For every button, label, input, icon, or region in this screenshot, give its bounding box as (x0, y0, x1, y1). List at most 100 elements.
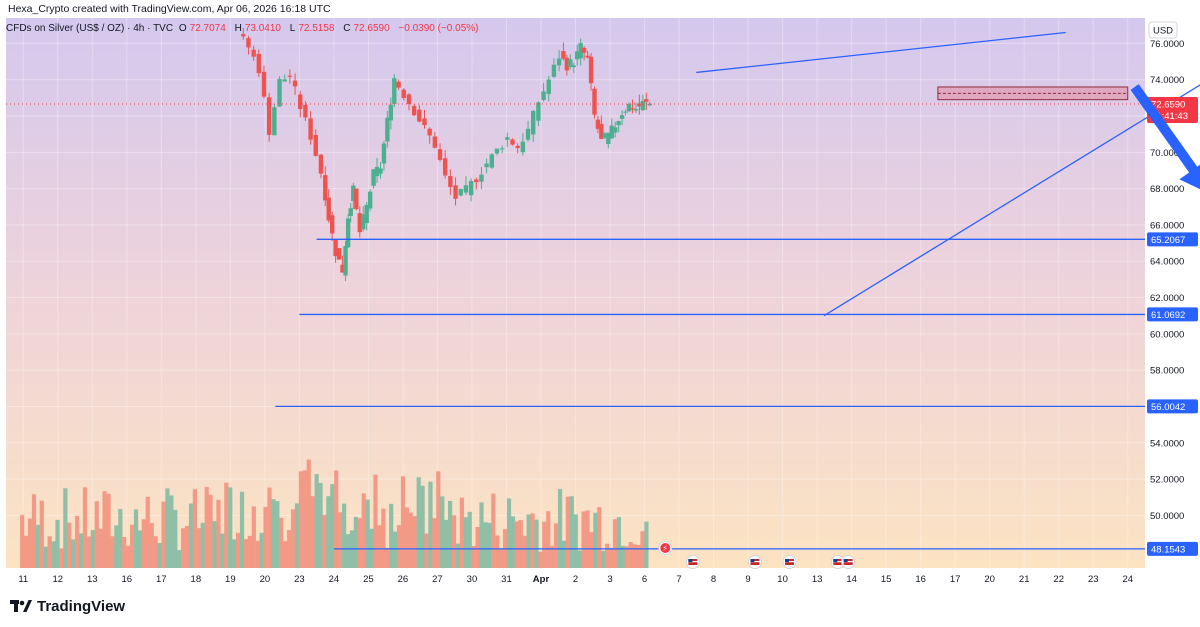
level-price-tag-label: 61.0692 (1151, 310, 1185, 321)
candle-down (437, 149, 443, 160)
volume-bar-down (550, 545, 555, 568)
y-tick-label: 76.0000 (1150, 39, 1184, 50)
volume-bar-up (169, 495, 174, 568)
volume-bar-up (353, 516, 358, 568)
candle-down (453, 185, 458, 199)
volume-bar-up (455, 543, 461, 568)
price-chart[interactable]: 76.000074.000072.000070.000068.000066.00… (0, 18, 1200, 588)
candle-down (326, 197, 331, 221)
volume-bar-down (546, 511, 551, 568)
candle-up (463, 185, 469, 193)
wedge-upper-trendline[interactable] (696, 31, 1066, 74)
volume-bar-down (283, 541, 288, 568)
volume-bar-down (373, 474, 378, 568)
y-tick-label: 62.0000 (1150, 293, 1184, 304)
candle-down (292, 80, 298, 87)
candle-up (351, 185, 356, 202)
volume-bar-down (141, 519, 146, 568)
candle-up (388, 104, 394, 121)
volume-bar-up (510, 516, 516, 568)
volume-bar-down (400, 476, 406, 568)
tradingview-logo[interactable]: TradingView (10, 598, 125, 615)
candle-down (427, 128, 432, 136)
volume-bar-down (279, 517, 284, 568)
y-tick-label: 60.0000 (1150, 329, 1184, 340)
volume-bar-down (106, 493, 111, 568)
volume-bar-down (514, 521, 519, 568)
volume-bar-down (471, 545, 476, 568)
last-price-label: 72.6590 (1151, 100, 1185, 111)
volume-bar-down (149, 522, 154, 568)
volume-bar-down (216, 499, 221, 568)
x-tick-label: 17 (156, 574, 167, 585)
volume-bar-down (247, 535, 252, 568)
x-tick-label: 31 (501, 574, 512, 585)
volume-bar-up (526, 514, 531, 568)
candle-down (354, 188, 359, 210)
currency-button[interactable] (1148, 21, 1178, 39)
volume-bar-up (341, 503, 347, 568)
volume-bar-down (538, 551, 543, 568)
volume-bar-down (145, 496, 150, 568)
candle-down (588, 56, 594, 84)
volume-bar-up (561, 540, 567, 568)
volume-bar-down (86, 536, 92, 568)
x-tick-label: 7 (676, 574, 681, 585)
time-axis[interactable] (6, 568, 1200, 588)
volume-bar-up (63, 488, 68, 568)
volume-bar-down (357, 518, 362, 568)
x-tick-label: 25 (363, 574, 374, 585)
volume-bar-up (318, 483, 323, 568)
candle-down (474, 179, 479, 183)
volume-bar-up (479, 502, 484, 568)
volume-bar-up (90, 530, 95, 568)
level-price-tag-label: 48.1543 (1151, 544, 1185, 555)
volume-bar-up (577, 550, 582, 568)
candle-down (396, 81, 401, 88)
candle-down (561, 51, 566, 59)
candle-down (323, 175, 328, 201)
x-tick-label: 22 (1053, 574, 1064, 585)
volume-bar-down (322, 514, 327, 568)
x-tick-label: 19 (225, 574, 236, 585)
x-tick-label: Apr (533, 574, 550, 585)
x-tick-label: 10 (777, 574, 788, 585)
volume-bar-down (20, 515, 25, 568)
volume-bar-down (451, 515, 457, 568)
x-tick-label: 3 (607, 574, 612, 585)
volume-bar-down (31, 494, 37, 568)
bearish-projection-arrow[interactable] (1130, 84, 1200, 194)
volume-bar-down (122, 537, 127, 568)
volume-bar-down (554, 523, 559, 568)
candle-down (515, 145, 520, 148)
tradingview-logo-icon (10, 599, 32, 612)
volume-bar-down (23, 535, 29, 568)
volume-bar-up (644, 521, 649, 568)
x-tick-label: 16 (915, 574, 926, 585)
volume-bar-up (573, 514, 578, 568)
x-tick-label: 21 (1019, 574, 1030, 585)
volume-bar-down (636, 545, 641, 568)
volume-bar-down (404, 507, 410, 568)
volume-bar-down (181, 528, 186, 568)
candle-down (298, 94, 303, 110)
candle-up (575, 51, 580, 60)
volume-bar-down (632, 544, 637, 568)
candle-up (616, 121, 621, 126)
x-tick-label: 15 (881, 574, 892, 585)
chart-background (6, 18, 1145, 568)
candle-down (417, 109, 422, 122)
volume-bar-down (385, 547, 390, 568)
chart-area[interactable]: 76.000074.000072.000070.000068.000066.00… (0, 18, 1200, 588)
symbol-name[interactable]: CFDs on Silver (US$ / OZ) · 4h · TVC (6, 23, 174, 34)
candle-down (246, 38, 251, 48)
volume-bar-down (381, 508, 386, 568)
candle-down (510, 139, 515, 145)
volume-bar-up (440, 496, 445, 568)
candle-up (551, 64, 557, 77)
volume-bar-down (75, 515, 80, 568)
volume-bar-down (605, 543, 610, 568)
volume-bar-down (432, 518, 437, 568)
volume-bar-up (326, 496, 331, 568)
candle-up (348, 208, 353, 216)
